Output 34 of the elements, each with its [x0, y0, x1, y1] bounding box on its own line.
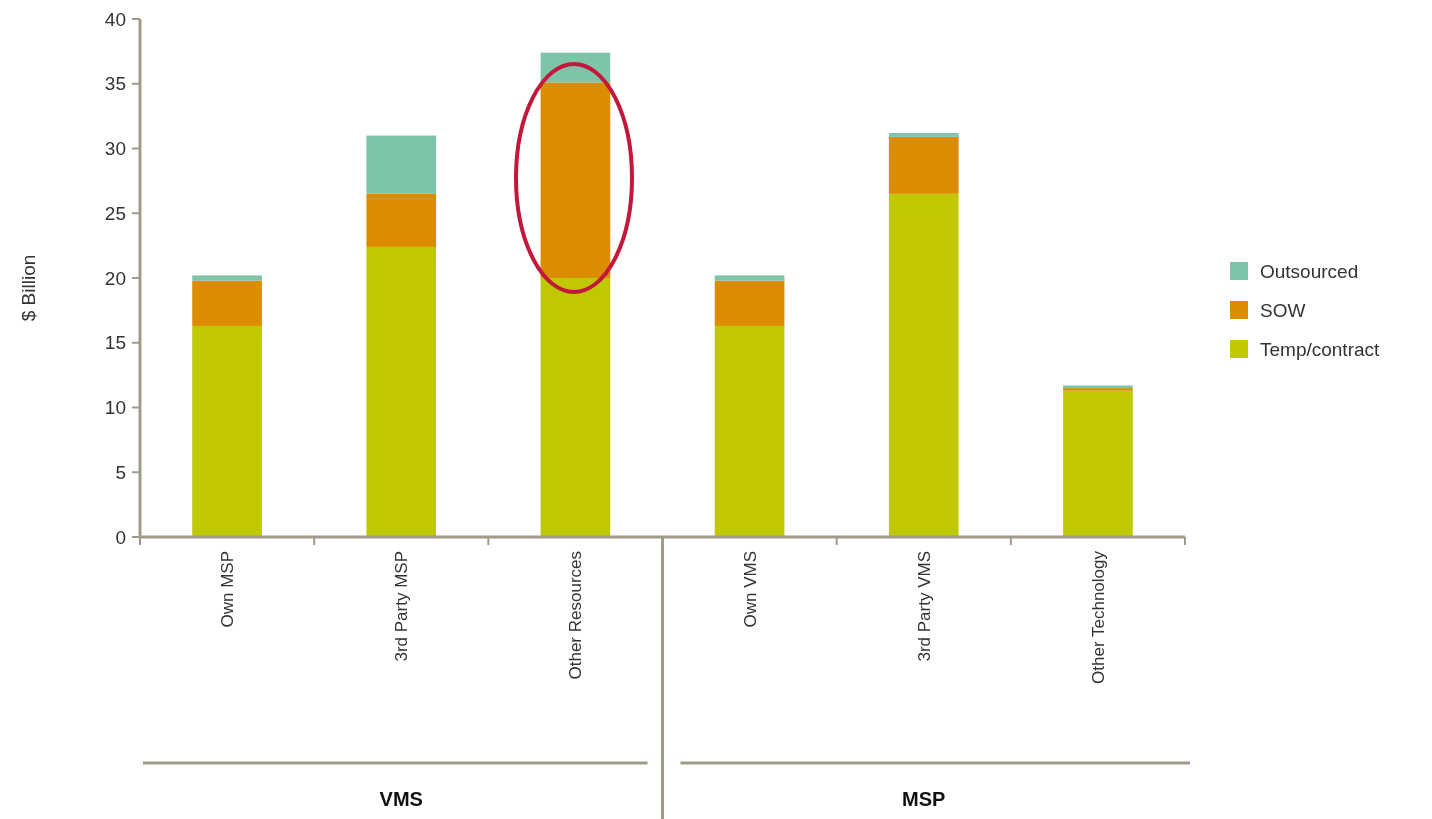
y-tick-label: 10	[104, 397, 126, 419]
x-tick-label: 3rd Party VMS	[914, 551, 934, 662]
y-tick-label: 5	[115, 461, 126, 483]
y-tick-label: 30	[104, 138, 126, 160]
y-tick-label: 15	[104, 332, 126, 354]
bar	[888, 136, 959, 194]
bar	[366, 246, 437, 537]
bar	[366, 193, 437, 247]
y-tick-label: 40	[104, 8, 126, 30]
legend-label: Outsourced	[1260, 260, 1359, 282]
bar	[888, 132, 959, 137]
x-tick-label: Other Resources	[566, 551, 586, 680]
bar	[888, 193, 959, 537]
bar	[714, 275, 785, 281]
x-tick-label: 3rd Party MSP	[392, 551, 412, 662]
y-axis-title: $ Billion	[18, 254, 39, 322]
x-tick-label: Other Technology	[1088, 550, 1108, 684]
y-tick-label: 35	[104, 73, 126, 95]
bar	[1063, 390, 1133, 537]
x-tick-label: Own MSP	[218, 551, 238, 628]
bar	[192, 325, 262, 537]
y-tick-label: 20	[104, 267, 126, 289]
text: MSP	[902, 788, 946, 810]
bar	[192, 280, 262, 326]
legend-label: SOW	[1260, 299, 1306, 321]
x-tick-label: Own VMS	[740, 551, 760, 628]
legend-label: Temp/contract	[1260, 338, 1381, 360]
y-tick-label: 25	[104, 202, 126, 224]
bar	[192, 275, 262, 281]
bar	[714, 325, 785, 537]
text: VMS	[379, 788, 423, 810]
y-tick-label: 0	[115, 526, 126, 548]
bar	[366, 135, 437, 194]
bar	[714, 280, 785, 326]
